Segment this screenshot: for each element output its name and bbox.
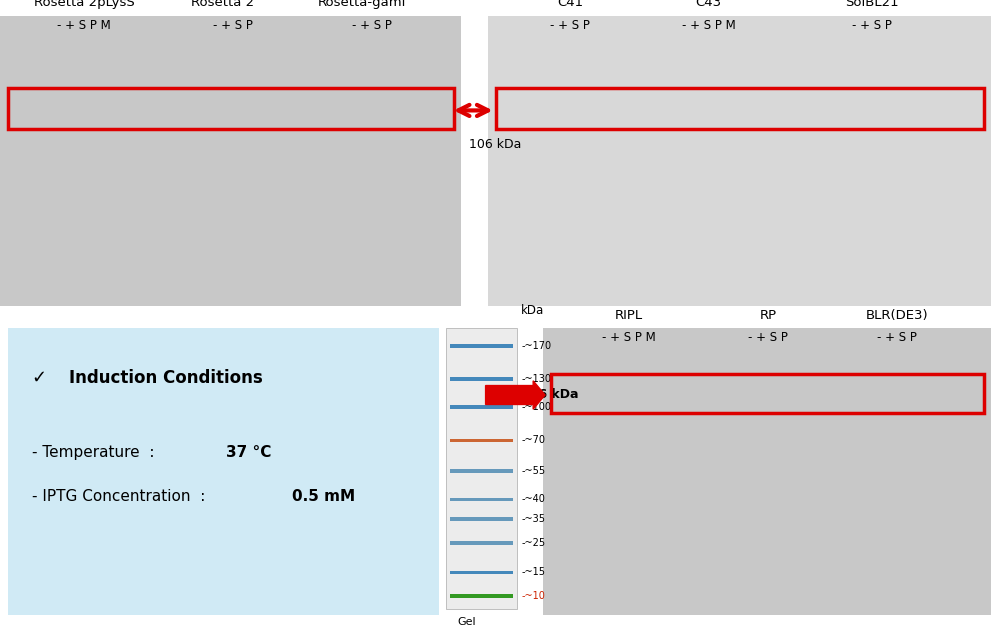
Text: - + S P M: - + S P M [603, 331, 656, 345]
Text: - + S P: - + S P [748, 331, 788, 345]
Bar [450, 439, 513, 442]
Text: ✓: ✓ [32, 369, 47, 387]
Bar [450, 541, 513, 545]
Bar [0, 16, 461, 306]
Text: -~55: -~55 [521, 466, 545, 476]
Text: Rosetta 2: Rosetta 2 [191, 0, 255, 9]
Bar [450, 594, 513, 598]
Text: RP: RP [759, 309, 777, 322]
Bar [450, 345, 513, 348]
Text: -~25: -~25 [521, 538, 545, 548]
Text: -~70: -~70 [521, 435, 545, 445]
Text: Gel: Gel [458, 617, 477, 627]
Text: - + S P: - + S P [877, 331, 917, 345]
Text: Induction Conditions: Induction Conditions [69, 369, 264, 387]
Text: - + S P: - + S P [213, 19, 253, 32]
Bar [450, 570, 513, 574]
Text: 106 kDa: 106 kDa [521, 388, 579, 401]
Text: C41: C41 [557, 0, 583, 9]
Text: kDa: kDa [521, 304, 544, 317]
Text: Rosetta-gami: Rosetta-gami [317, 0, 406, 9]
Text: SolBL21: SolBL21 [845, 0, 899, 9]
Bar [450, 517, 513, 521]
Text: -~100: -~100 [521, 402, 551, 412]
Text: - + S P: - + S P [550, 19, 590, 32]
Text: 106 kDa: 106 kDa [469, 138, 521, 151]
Bar [450, 405, 513, 409]
Text: - + S P M: - + S P M [57, 19, 111, 32]
Text: 37 °C: 37 °C [226, 445, 272, 460]
Text: -~40: -~40 [521, 495, 545, 504]
Text: - + S P M: - + S P M [682, 19, 735, 32]
Text: Rosetta 2pLysS: Rosetta 2pLysS [34, 0, 135, 9]
Text: -~130: -~130 [521, 374, 551, 384]
FancyBboxPatch shape [8, 328, 439, 615]
Text: BLR(DE3): BLR(DE3) [865, 309, 929, 322]
Text: - + S P: - + S P [352, 19, 391, 32]
Bar [8, 88, 454, 129]
Bar [450, 377, 513, 380]
Bar [496, 88, 984, 129]
Bar [488, 16, 991, 306]
Text: - + S P: - + S P [852, 19, 892, 32]
Text: RIPL: RIPL [615, 309, 643, 322]
Text: - IPTG Concentration  :: - IPTG Concentration : [32, 489, 215, 504]
Text: - Temperature  :: - Temperature : [32, 445, 164, 460]
Text: -~10: -~10 [521, 591, 545, 601]
Text: -~15: -~15 [521, 567, 545, 577]
FancyArrow shape [486, 380, 545, 410]
Bar [543, 328, 991, 615]
Bar [551, 374, 984, 413]
Text: C43: C43 [696, 0, 721, 9]
Text: 0.5 mM: 0.5 mM [292, 489, 356, 504]
Text: -~170: -~170 [521, 341, 551, 351]
Text: -~35: -~35 [521, 514, 545, 524]
Bar [450, 497, 513, 501]
Bar [446, 328, 517, 609]
Bar [450, 469, 513, 473]
